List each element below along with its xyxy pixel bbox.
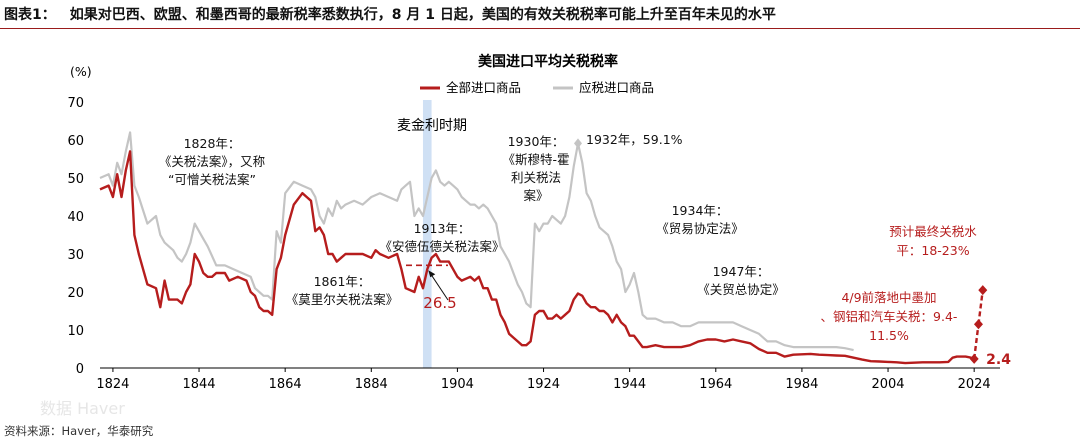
y-tick-label: 30 <box>67 248 84 263</box>
x-tick-label: 1964 <box>699 377 732 392</box>
x-tick-label: 1904 <box>441 377 474 392</box>
y-axis: 0 10 20 30 40 50 60 70 <box>67 96 84 377</box>
annotation-a1932: 1932年，59.1% <box>586 132 683 147</box>
x-tick-label: 1924 <box>527 377 560 392</box>
annotation-a1913: 1913年：《安德伍德关税法案》 <box>379 221 504 254</box>
projection-line-49 <box>972 324 980 360</box>
series-layer <box>99 131 975 365</box>
source-note: 资料来源：Haver，华泰研究 <box>4 424 154 438</box>
y-tick-label: 50 <box>67 172 84 187</box>
y-tick-label: 40 <box>67 210 84 225</box>
x-tick-label: 1844 <box>182 377 215 392</box>
annotation-layer: 1828年：《关税法案》，又称“可憎关税法案” 1861年：《莫里尔关税法案》 19… <box>159 132 1011 368</box>
x-tick-label: 2024 <box>958 377 991 392</box>
y-tick-label: 70 <box>67 96 84 111</box>
x-tick-label: 1944 <box>613 377 646 392</box>
legend: 全部进口商品 应税进口商品 <box>420 80 654 95</box>
x-tick-label: 1984 <box>785 377 818 392</box>
legend-label-all: 全部进口商品 <box>446 80 521 95</box>
y-tick-label: 10 <box>67 324 84 339</box>
annotation-a1930: 1930年：《斯穆特-霍利关税法案》 <box>502 134 569 203</box>
projection-line-final <box>977 289 984 325</box>
arrow-1897 <box>429 273 449 301</box>
x-tick-label: 1884 <box>355 377 388 392</box>
marker-proj-final <box>978 285 988 296</box>
arrow-head-1897 <box>428 270 436 278</box>
x-tick-label: 1824 <box>96 377 129 392</box>
figure-title: 图表1： 如果对巴西、欧盟、和墨西哥的最新税率悉数执行，8 月 1 日起，美国的有… <box>4 3 1076 27</box>
tariff-chart: 0 10 20 30 40 50 60 70 1824 1844 1864 1884 1904 1924… <box>40 53 1011 418</box>
annotation-a1828: 1828年：《关税法案》，又称“可憎关税法案” <box>159 136 265 187</box>
annotation-a1947: 1947年：《关贸总协定》 <box>697 264 785 297</box>
annotation-a1861: 1861年：《莫里尔关税法案》 <box>286 274 399 307</box>
marker-proj-49 <box>973 319 983 330</box>
title-rule <box>0 28 1080 29</box>
x-tick-label: 2004 <box>871 377 904 392</box>
peak-marker-1932 <box>573 138 582 149</box>
value-label-2-4: 2.4 <box>986 352 1011 368</box>
projection-layer <box>969 285 988 364</box>
series-line-all-imports <box>99 150 975 365</box>
marker-2024 <box>969 353 979 364</box>
chart-title: 美国进口平均关税税率 <box>478 53 618 70</box>
x-tick-label: 1864 <box>269 377 302 392</box>
y-tick-label: 20 <box>67 286 84 301</box>
y-axis-unit: (%) <box>70 64 92 79</box>
watermark: 数据 Haver <box>40 399 125 418</box>
figure-title-text: 如果对巴西、欧盟、和墨西哥的最新税率悉数执行，8 月 1 日起，美国的有效关税税… <box>69 7 776 23</box>
figure-label: 图表1： <box>4 7 56 23</box>
series-line-taxable-imports <box>99 131 854 352</box>
highlight-band <box>422 100 432 368</box>
x-axis: 1824 1844 1864 1884 1904 1924 1944 1964 1984 2004… <box>96 367 1000 392</box>
y-tick-label: 0 <box>76 362 84 377</box>
legend-label-taxable: 应税进口商品 <box>579 80 654 95</box>
annotation-a_final: 预计最终关税水平：18-23% <box>889 224 977 258</box>
value-label-26-5: 26.5 <box>423 294 456 312</box>
annotation-a_49: 4/9前落地中墨加、钢铝和汽车关税：9.4-11.5% <box>821 290 958 343</box>
band-label: 麦金利时期 <box>397 118 467 134</box>
y-tick-label: 60 <box>67 134 84 149</box>
annotation-a1934: 1934年：《贸易协定法》 <box>656 203 744 236</box>
